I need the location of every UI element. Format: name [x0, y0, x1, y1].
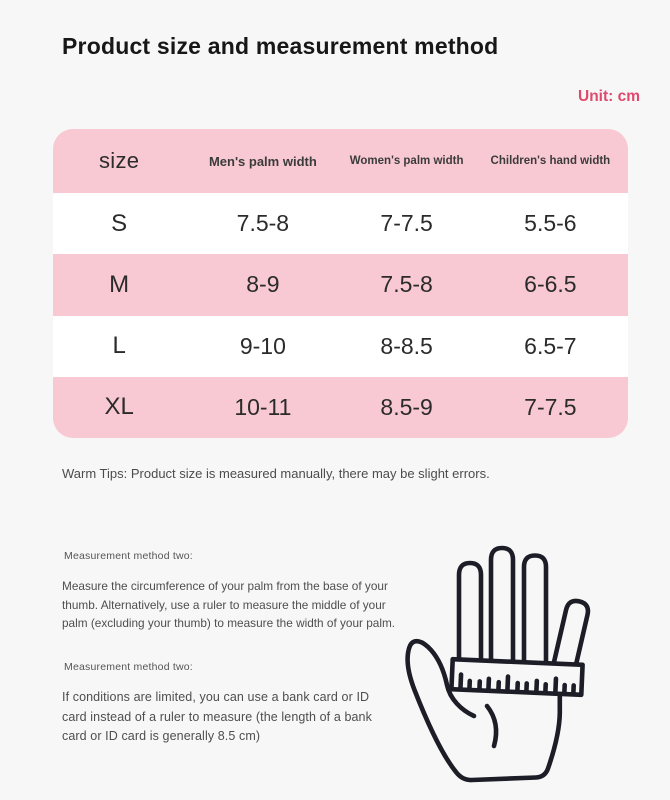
unit-label: Unit: cm — [578, 88, 640, 105]
table-cell: 8-8.5 — [380, 332, 433, 359]
palm-thumb-outline — [405, 638, 563, 783]
table-cell: 8.5-9 — [380, 393, 433, 420]
table-cell: 6-6.5 — [524, 271, 577, 298]
index-finger-outline — [456, 560, 484, 675]
table-cell: S — [111, 209, 128, 237]
ruler-ticks — [458, 672, 576, 696]
table-cell: 10-11 — [234, 393, 292, 420]
method-one-text: Measure the circumference of your palm f… — [62, 579, 396, 631]
table-cell: XL — [104, 393, 134, 421]
palm-crease-line — [484, 703, 499, 749]
table-row-xl: XL 10-11 8.5-9 7-7.5 — [53, 376, 628, 438]
table-cell: 7-7.5 — [524, 393, 577, 420]
size-table-header: size Men's palm width Women's palm width… — [53, 129, 628, 193]
table-cell: 6.5-7 — [524, 332, 577, 359]
table-cell: 7-7.5 — [380, 210, 433, 237]
method-two-label: Measurement method two: — [64, 661, 193, 673]
header-cell-men: Men's palm width — [208, 153, 317, 169]
table-cell: 5.5-6 — [524, 210, 577, 237]
table-cell: 8-9 — [246, 271, 280, 298]
pinky-finger-outline — [549, 598, 591, 677]
method-two-text: If conditions are limited, you can use a… — [62, 690, 372, 743]
header-cell-size: size — [98, 148, 140, 173]
table-row-l: L 9-10 8-8.5 6.5-7 — [53, 315, 628, 377]
method-one-label: Measurement method two: — [64, 550, 193, 562]
table-row-s: S 7.5-8 7-7.5 5.5-6 — [53, 193, 628, 255]
hand-measure-illustration — [405, 545, 591, 783]
table-cell: M — [109, 270, 130, 298]
ruler-icon — [449, 656, 585, 698]
ring-finger-outline — [521, 553, 549, 675]
size-table: size Men's palm width Women's palm width… — [53, 129, 628, 438]
header-cell-women: Women's palm width — [349, 155, 464, 167]
header-cell-children: Children's hand width — [490, 155, 611, 167]
table-cell: 9-10 — [239, 332, 286, 359]
middle-finger-outline — [488, 545, 516, 675]
table-cell: 7.5-8 — [236, 210, 290, 237]
table-cell: 7.5-8 — [380, 271, 433, 298]
warm-tips-text: Warm Tips: Product size is measured manu… — [62, 466, 490, 481]
table-row-m: M 8-9 7.5-8 6-6.5 — [53, 254, 628, 316]
page-title: Product size and measurement method — [62, 33, 499, 60]
table-cell: L — [112, 332, 126, 360]
